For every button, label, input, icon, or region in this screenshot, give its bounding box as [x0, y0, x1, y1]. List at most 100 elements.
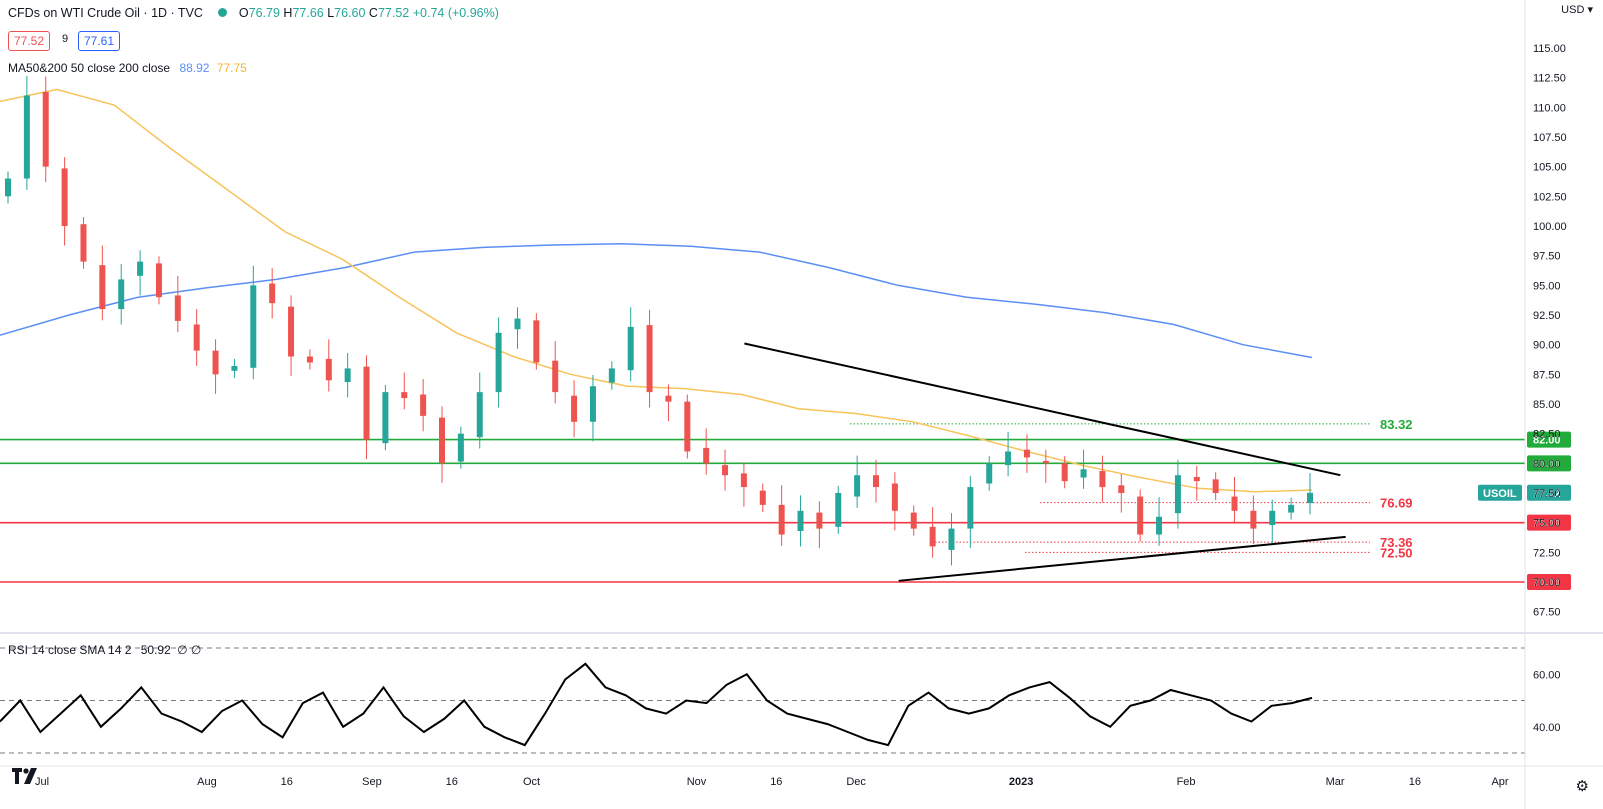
price-tick-label: 87.50 [1533, 369, 1561, 381]
ascending-trendline [898, 535, 1346, 582]
candle-body [401, 392, 408, 399]
candle-body [665, 395, 672, 402]
time-tick-label: 16 [281, 776, 293, 788]
price-tick-label: 115.00 [1533, 43, 1566, 55]
price-tick-label: 80.00 [1533, 458, 1561, 470]
candle-body [344, 368, 351, 383]
ma-legend-label: MA50&200 50 close 200 close [8, 61, 171, 75]
rsi-legend-extra1: ∅ [177, 643, 188, 657]
candle-body [325, 358, 332, 381]
trendlines: USOIL 77.52 [744, 342, 1571, 582]
rsi-legend-label: RSI 14 close SMA 14 2 [8, 643, 132, 657]
symbol-tag [1478, 484, 1522, 501]
candle-body [61, 168, 68, 226]
candle-body [891, 483, 898, 511]
price-tick-label: 105.00 [1533, 162, 1567, 174]
candle-body [646, 325, 653, 393]
candle-body [816, 512, 823, 529]
open-label: O [238, 6, 249, 20]
price-tick-label: 110.00 [1533, 102, 1566, 114]
candle-body [1023, 449, 1030, 458]
candle-body [571, 395, 578, 422]
ma-legend[interactable]: MA50&200 50 close 200 close 88.92 77.75 [8, 61, 247, 75]
candle-body [306, 356, 313, 363]
candle-body [193, 324, 200, 351]
level-label: 83.32 [1380, 417, 1413, 432]
candle-body [835, 493, 842, 527]
chevron-down-icon: ▾ [1587, 4, 1593, 16]
level-tag-text: 82.00 [1533, 435, 1561, 447]
ma200-line [0, 243, 1313, 359]
candle-body [552, 360, 559, 393]
sell-price-box[interactable]: 77.52 [8, 31, 51, 51]
currency-selector[interactable]: USD ▾ [1561, 3, 1593, 16]
candle-body [457, 433, 464, 462]
rsi-legend[interactable]: RSI 14 close SMA 14 2 50.92 ∅ ∅ [8, 643, 201, 657]
rsi-legend-value: 50.92 [140, 643, 171, 657]
price-tick-label: 112.50 [1533, 73, 1566, 85]
candle-body [118, 279, 125, 310]
candle-body [703, 447, 710, 464]
candle-body [439, 417, 445, 464]
price-tick-label: 100.00 [1533, 221, 1567, 233]
ma200-legend-value: 77.75 [216, 61, 247, 75]
candle-body [382, 392, 389, 444]
low-label: L [327, 6, 335, 20]
candle-body [1269, 510, 1276, 526]
ma50-line [0, 88, 1313, 493]
moving-averages [0, 88, 1313, 493]
candle-body [1080, 469, 1087, 478]
candle-body [288, 306, 295, 357]
candle-body [231, 366, 238, 371]
time-tick-label: Sep [362, 776, 382, 788]
candle-body [873, 475, 879, 488]
price-tick-label: 67.50 [1533, 607, 1561, 619]
buy-price-box[interactable]: 77.61 [78, 31, 121, 51]
market-open-icon [218, 8, 228, 17]
time-tick-label: 16 [1409, 776, 1421, 788]
candle-body [929, 526, 936, 547]
close-label: C [368, 6, 378, 20]
candle-body [495, 332, 502, 393]
tradingview-logo-icon[interactable] [12, 768, 38, 789]
candle-body [42, 91, 49, 167]
candle-body [1193, 476, 1200, 482]
time-tick-label: 16 [446, 776, 458, 788]
rsi-legend-extra2: ∅ [190, 643, 202, 657]
level-label: 73.36 [1380, 535, 1413, 550]
ohlc-values: O76.79 H77.66 L76.60 C77.52 [239, 6, 413, 20]
time-tick-label: Apr [1491, 776, 1508, 788]
candle-body [684, 401, 691, 452]
change-value: +0.74 (+0.96%) [412, 6, 499, 20]
price-tick-label: 85.00 [1533, 399, 1561, 411]
price-tick-label: 102.50 [1533, 191, 1567, 203]
candle-body [608, 368, 615, 383]
candle-body [1212, 479, 1219, 493]
rsi-tick-label: 60.00 [1533, 669, 1561, 681]
candle-body [1307, 492, 1313, 504]
candle-body [155, 263, 162, 298]
time-tick-label: 16 [770, 776, 782, 788]
candle-body [1118, 485, 1125, 493]
candle-body [514, 318, 521, 330]
candle-body [476, 392, 483, 438]
last-price-tag [1527, 484, 1571, 501]
candles [5, 75, 1313, 566]
symbol-title[interactable]: CFDs on WTI Crude Oil · 1D · TVC [8, 6, 203, 20]
price-tick-label: 70.00 [1533, 577, 1561, 589]
candle-body [1156, 516, 1163, 535]
candle-body [986, 463, 993, 484]
candle-body [627, 326, 634, 371]
price-tick-label: 77.50 [1533, 488, 1561, 500]
price-tick-label: 82.50 [1533, 429, 1561, 441]
candle-body [269, 283, 276, 304]
symbol-tag-text: USOIL [1483, 488, 1517, 500]
candle-body [1061, 463, 1068, 482]
level-label: 72.50 [1380, 545, 1413, 560]
candle-body [420, 394, 427, 416]
level-tag-82.00 [1527, 431, 1571, 448]
candle-body [1137, 496, 1144, 535]
settings-gear-icon[interactable]: ⚙ [1575, 778, 1589, 795]
